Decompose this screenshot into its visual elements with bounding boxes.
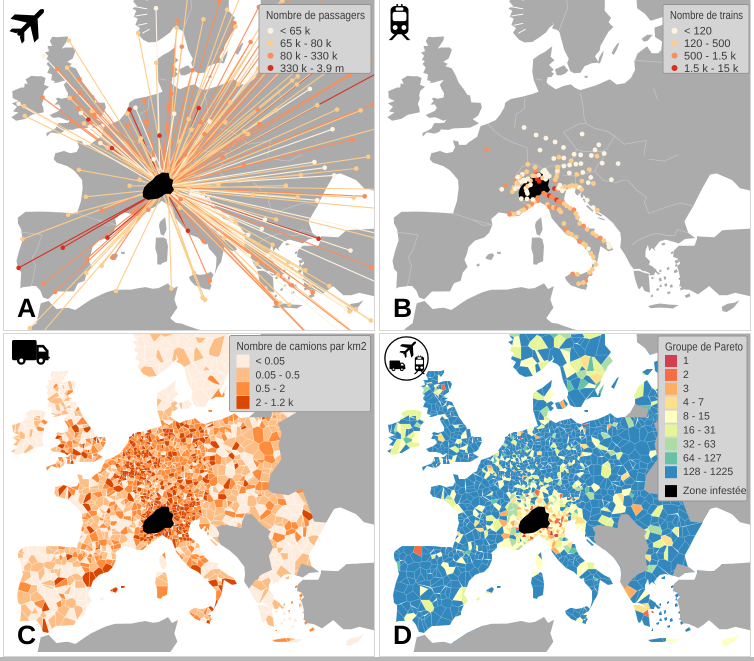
svg-text:Nombre de camions par km2: Nombre de camions par km2 xyxy=(237,340,367,353)
svg-text:4 - 7: 4 - 7 xyxy=(683,397,704,409)
svg-text:1.5 k - 15 k: 1.5 k - 15 k xyxy=(684,63,739,75)
svg-text:120 - 500: 120 - 500 xyxy=(684,38,730,50)
svg-text:2 - 1.2 k: 2 - 1.2 k xyxy=(256,397,295,409)
svg-text:330 k - 3.9 m: 330 k - 3.9 m xyxy=(280,63,344,75)
svg-text:0.5 - 2: 0.5 - 2 xyxy=(256,383,286,395)
svg-text:32 - 63: 32 - 63 xyxy=(683,438,716,450)
svg-text:Groupe de Pareto: Groupe de Pareto xyxy=(665,341,743,354)
svg-text:< 65 k: < 65 k xyxy=(280,26,311,38)
svg-text:64 - 127: 64 - 127 xyxy=(683,452,722,464)
svg-text:16 - 31: 16 - 31 xyxy=(683,425,716,437)
svg-text:Nombre de trains: Nombre de trains xyxy=(670,9,743,22)
svg-text:< 0.05: < 0.05 xyxy=(256,356,286,368)
svg-text:128 - 1225: 128 - 1225 xyxy=(683,466,733,478)
svg-text:0.05 - 0.5: 0.05 - 0.5 xyxy=(256,369,301,381)
svg-text:Nombre de passagers: Nombre de passagers xyxy=(266,9,365,22)
svg-text:1: 1 xyxy=(683,355,689,367)
svg-text:< 120: < 120 xyxy=(684,26,712,38)
svg-text:2: 2 xyxy=(683,369,689,381)
svg-text:500 - 1.5 k: 500 - 1.5 k xyxy=(684,50,736,62)
svg-text:8 - 15: 8 - 15 xyxy=(683,411,710,423)
svg-text:3: 3 xyxy=(683,383,689,395)
svg-text:65 k - 80 k: 65 k - 80 k xyxy=(280,38,332,50)
svg-text:Zone infestée: Zone infestée xyxy=(683,485,747,497)
svg-text:80 k - 330 k: 80 k - 330 k xyxy=(280,50,338,62)
